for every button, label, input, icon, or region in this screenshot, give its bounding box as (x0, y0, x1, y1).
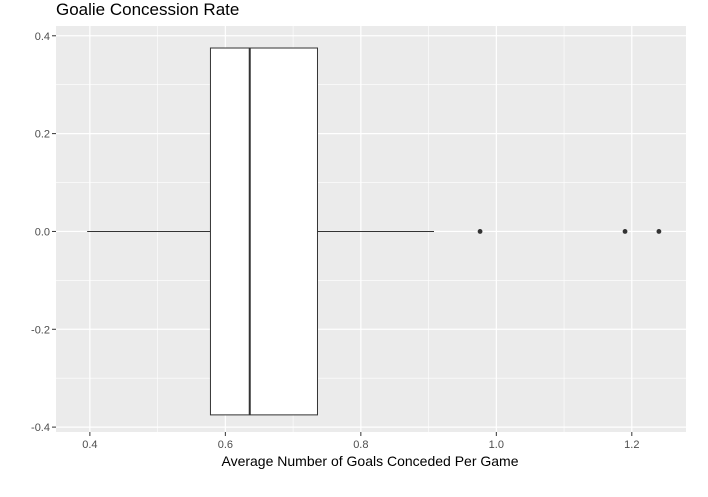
x-tick-label: 0.6 (218, 439, 233, 451)
y-tick-label: -0.4 (31, 422, 50, 434)
chart-title: Goalie Concession Rate (56, 0, 239, 19)
box (209, 47, 318, 416)
outlier-point (477, 229, 483, 234)
y-tick-label: 0.4 (35, 31, 50, 43)
outliers (477, 229, 662, 234)
outlier-point (656, 229, 662, 234)
y-tick-label: 0.2 (35, 129, 50, 141)
x-tick-label: 1.2 (624, 439, 639, 451)
x-axis: 0.4 0.6 0.8 1.0 1.2 (82, 432, 639, 451)
major-gridlines (56, 26, 686, 432)
plot-panel (56, 26, 686, 432)
x-axis-label: Average Number of Goals Conceded Per Gam… (221, 453, 518, 469)
y-axis: -0.4 -0.2 0.0 0.2 0.4 (31, 31, 56, 434)
y-tick-label: 0.0 (35, 226, 50, 238)
y-tick-label: -0.2 (31, 324, 50, 336)
x-tick-label: 1.0 (489, 439, 504, 451)
outlier-point (622, 229, 628, 234)
x-tick-label: 0.4 (82, 439, 97, 451)
x-tick-label: 0.8 (353, 439, 368, 451)
